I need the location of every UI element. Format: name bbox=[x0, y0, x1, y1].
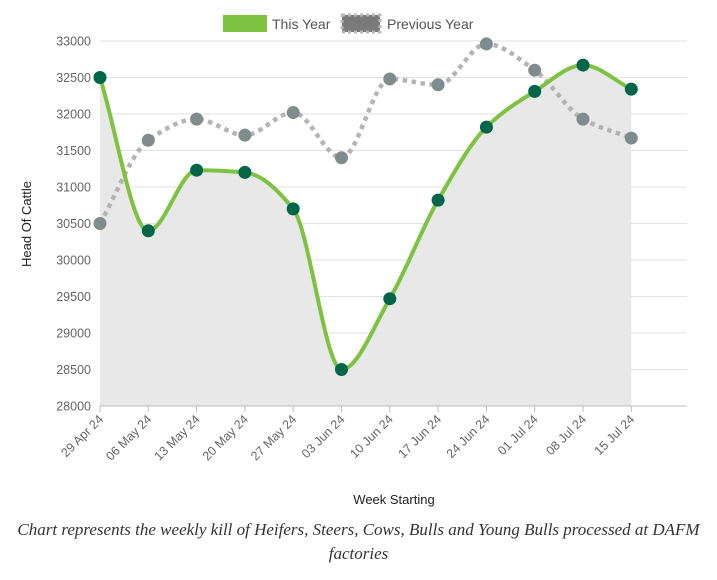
x-tick-label: 10 Jun 24 bbox=[347, 412, 396, 461]
x-tick-label: 17 Jun 24 bbox=[395, 412, 444, 461]
this-year-point[interactable] bbox=[576, 58, 590, 72]
legend-label-previous-year[interactable]: Previous Year bbox=[387, 16, 474, 32]
y-tick-label: 28000 bbox=[56, 400, 91, 414]
y-tick-label: 30500 bbox=[56, 217, 91, 231]
y-tick-label: 29500 bbox=[56, 290, 91, 304]
line-chart: 28500 29000 29500 30000 30500 31000 31500 32000… bbox=[19, 13, 687, 507]
x-tick-label: 01 Jul 24 bbox=[495, 412, 541, 458]
x-tick-label: 13 May 24 bbox=[152, 412, 203, 463]
previous-year-point[interactable] bbox=[141, 133, 155, 147]
previous-year-point[interactable] bbox=[528, 63, 542, 77]
x-tick-label: 29 Apr 24 bbox=[58, 412, 106, 460]
legend-swatch-previous-year[interactable] bbox=[340, 13, 382, 34]
legend-label-this-year[interactable]: This Year bbox=[272, 16, 331, 32]
this-year-point[interactable] bbox=[335, 363, 348, 376]
legend-swatch-this-year[interactable] bbox=[223, 15, 267, 32]
x-tick-label: 03 Jun 24 bbox=[299, 412, 348, 461]
previous-year-point[interactable] bbox=[576, 112, 590, 126]
x-tick-label: 24 Jun 24 bbox=[444, 412, 493, 461]
y-axis-title: Head Of Cattle bbox=[19, 181, 34, 267]
previous-year-point[interactable] bbox=[335, 151, 348, 165]
this-year-point[interactable] bbox=[479, 120, 493, 134]
axes bbox=[99, 405, 687, 412]
this-year-point[interactable] bbox=[190, 163, 204, 177]
x-tick-label: 27 May 24 bbox=[248, 412, 299, 463]
y-tick-label: 33000 bbox=[56, 35, 91, 49]
this-year-point[interactable] bbox=[431, 193, 445, 207]
this-year-point[interactable] bbox=[93, 71, 107, 84]
previous-year-point[interactable] bbox=[190, 112, 204, 126]
x-tick-label: 08 Jul 24 bbox=[543, 412, 589, 458]
x-tick-label: 15 Jul 24 bbox=[592, 412, 638, 458]
x-tick-label: 06 May 24 bbox=[103, 412, 154, 463]
series-markers[interactable] bbox=[93, 37, 638, 376]
chart-caption: Chart represents the weekly kill of Heif… bbox=[17, 520, 700, 563]
this-year-point[interactable] bbox=[141, 224, 155, 238]
y-tick-label: 28500 bbox=[56, 363, 91, 377]
y-tick-label: 31000 bbox=[56, 181, 91, 195]
this-year-point[interactable] bbox=[528, 84, 542, 98]
this-year-point[interactable] bbox=[286, 202, 300, 216]
previous-year-point[interactable] bbox=[479, 37, 493, 51]
legend[interactable]: This Year Previous Year bbox=[223, 13, 474, 34]
y-tick-label: 29000 bbox=[56, 327, 91, 341]
this-year-fill bbox=[100, 65, 632, 406]
previous-year-point[interactable] bbox=[431, 78, 445, 92]
previous-year-point[interactable] bbox=[383, 72, 397, 86]
this-year-area bbox=[100, 65, 632, 406]
y-tick-label: 32000 bbox=[56, 108, 91, 122]
this-year-point[interactable] bbox=[238, 165, 252, 179]
y-tick-label: 31500 bbox=[56, 144, 91, 158]
previous-year-point[interactable] bbox=[286, 106, 300, 120]
y-tick-label: 30000 bbox=[56, 254, 91, 268]
y-tick-label: 32500 bbox=[56, 71, 91, 85]
previous-year-point[interactable] bbox=[624, 131, 638, 145]
previous-year-point[interactable] bbox=[93, 217, 107, 230]
x-axis-title: Week Starting bbox=[353, 492, 434, 507]
x-tick-label: 20 May 24 bbox=[200, 412, 251, 463]
this-year-point[interactable] bbox=[383, 292, 397, 306]
previous-year-point[interactable] bbox=[238, 128, 252, 142]
this-year-point[interactable] bbox=[624, 82, 638, 96]
